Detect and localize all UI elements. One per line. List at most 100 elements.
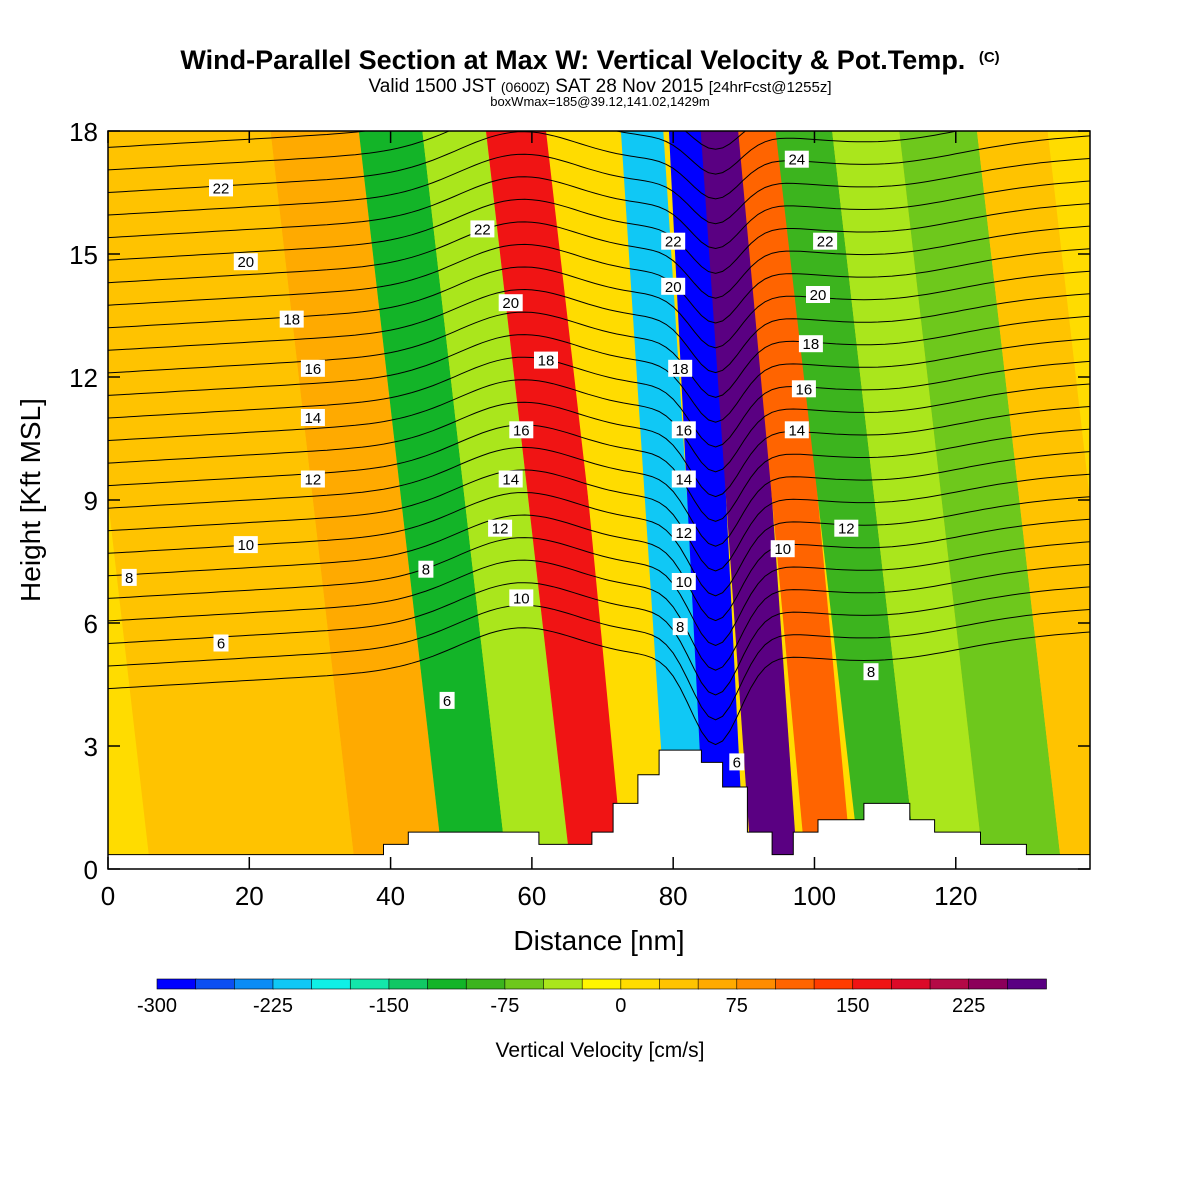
isentrope-line [108,153,1090,225]
contour-label: 10 [671,573,696,591]
velocity-bands [108,131,1090,869]
svg-text:12: 12 [675,525,692,542]
y-tick-label: 18 [69,117,98,147]
x-tick-label: 120 [934,881,977,911]
isentrope-line [108,176,1090,250]
subtitle-date: SAT 28 Nov 2015 [555,76,703,97]
svg-text:10: 10 [675,574,692,591]
isentrope-line [108,221,1090,299]
contour-label: 22 [661,232,686,251]
colorbar-swatch [504,978,545,990]
colorbar-swatch [929,978,970,990]
colorbar-swatch [697,978,738,990]
colorbar-tick-label: -300 [137,995,177,1017]
svg-text:10: 10 [774,541,791,558]
contour-label: 20 [498,294,523,312]
colorbar-swatch [388,978,429,990]
colorbar-swatch [1007,978,1047,990]
svg-text:8: 8 [676,619,684,636]
velocity-band [899,131,1062,869]
contour-label: 10 [509,589,534,607]
isentrope-contours [108,131,1090,746]
contour-label: 20 [233,253,258,271]
svg-text:22: 22 [213,180,230,197]
svg-text:16: 16 [796,381,813,398]
colorbar-swatch [156,978,197,990]
svg-text:8: 8 [867,664,875,681]
svg-text:16: 16 [675,422,692,439]
isentrope-line [108,627,1090,746]
isentrope-line [108,198,1090,274]
isentrope-line [108,537,1090,646]
svg-text:8: 8 [125,570,133,587]
colorbar-swatch [272,978,313,990]
contour-label: 14 [671,470,696,489]
contour-labels: 22 20 18 16 14 12 10 8 6 6 8 10 12 14 16 18 20 22 22 20 18 16… [121,150,879,771]
colorbar-swatch [891,978,931,990]
colorbar-tick-label: -225 [253,995,293,1017]
colorbar-swatch [427,978,468,990]
colorbar-tick-label: -75 [490,995,519,1017]
svg-text:18: 18 [283,312,300,329]
isentrope-line [108,288,1090,374]
contour-label: 18 [534,351,558,370]
isentrope-line [108,514,1090,622]
svg-text:16: 16 [305,361,322,378]
y-tick-label: 9 [84,486,98,516]
colorbar-ticks: -300 -225 -150 -75 0 75 150 225 [137,995,985,1017]
isentrope-line [108,266,1090,349]
contour-label: 14 [300,409,325,427]
svg-text:12: 12 [492,521,509,538]
x-tick-label: 40 [376,881,405,911]
svg-text:20: 20 [665,279,682,296]
y-tick-label: 6 [84,609,98,639]
svg-text:22: 22 [474,221,491,238]
svg-text:22: 22 [665,234,682,251]
contour-label: 24 [784,150,809,169]
colorbar-swatch [659,978,699,990]
terrain [108,749,1090,869]
colorbar-swatch [234,978,274,990]
colorbar-tick-label: 0 [615,995,626,1017]
isentrope-line [108,559,1090,671]
svg-text:6: 6 [443,693,451,710]
contour-label: 10 [770,540,795,558]
colorbar-swatch [311,978,352,990]
svg-text:20: 20 [502,295,519,312]
contour-label: 14 [498,470,523,489]
colorbar-tick-label: 150 [836,995,869,1017]
chart-title-text: Wind-Parallel Section at Max W: Vertical… [180,45,965,75]
svg-text:18: 18 [672,361,689,378]
contour-label: 12 [834,519,859,538]
x-axis-label: Distance [nm] [513,925,684,956]
x-tick-label: 20 [235,881,264,911]
contour-label: 8 [121,568,137,587]
contour-label: 8 [863,663,879,681]
contour-label: 12 [671,523,696,542]
isentrope-line [108,243,1090,324]
contour-label: 22 [209,179,233,197]
velocity-band [976,131,1090,869]
colorbar-swatch [620,978,661,990]
chart-subtitle: Valid 1500 JST (0600Z) SAT 28 Nov 2015 [… [368,76,831,97]
colorbar-swatch [581,978,622,990]
isentrope-line [108,469,1090,572]
isentrope-line [108,311,1090,398]
contour-label: 6 [439,691,455,710]
svg-text:12: 12 [838,521,855,538]
contour-label: 20 [661,277,686,296]
contour-label: 16 [671,421,696,439]
isentrope-line [108,379,1090,473]
svg-text:20: 20 [237,254,254,271]
x-tick-label: 100 [793,881,836,911]
contour-label: 12 [300,470,325,489]
y-tick-label: 0 [84,855,98,885]
x-axis: 0 20 40 60 80 100 120 [101,131,977,911]
svg-text:24: 24 [788,152,805,169]
contour-label: 14 [784,421,809,439]
isentrope-line [108,491,1090,597]
x-tick-label: 0 [101,881,115,911]
svg-text:14: 14 [675,472,692,489]
contour-label: 16 [300,359,325,378]
colorbar-tick-label: -150 [369,995,409,1017]
